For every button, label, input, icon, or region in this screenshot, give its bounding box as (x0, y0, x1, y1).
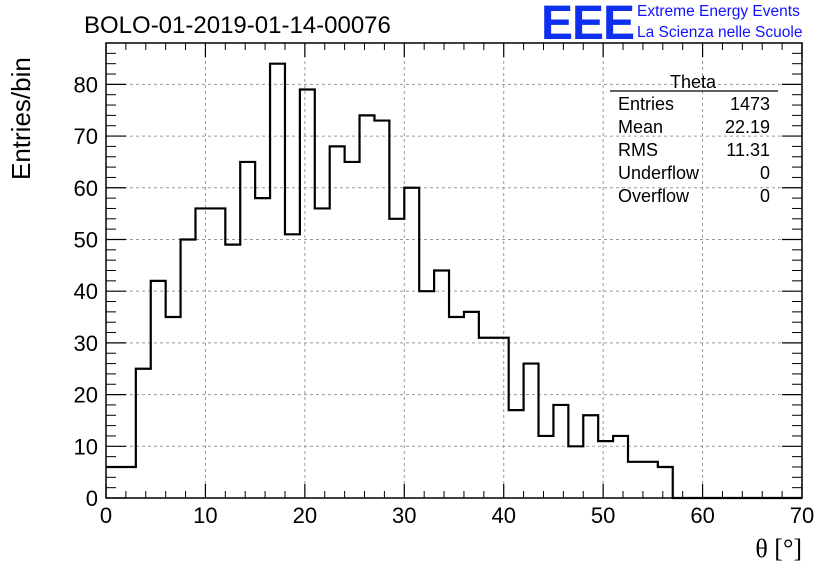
x-axis-label: θ [°] (755, 534, 802, 563)
x-tick-label: 0 (100, 503, 112, 528)
histogram-bin (360, 115, 375, 498)
histogram-bin (255, 198, 270, 498)
histogram-bin (270, 64, 285, 498)
y-tick-label: 60 (74, 176, 98, 201)
histogram-bin (464, 312, 479, 498)
histogram-bin (136, 369, 151, 498)
x-tick-label: 30 (392, 503, 416, 528)
histogram-bin (151, 281, 166, 498)
histogram-bin (389, 219, 404, 498)
y-tick-label: 80 (74, 72, 98, 97)
y-tick-label: 40 (74, 279, 98, 304)
stats-title: Theta (670, 72, 717, 92)
histogram-bin (598, 441, 613, 498)
x-tick-label: 40 (491, 503, 515, 528)
y-tick-labels: 0 10 20 30 40 50 60 70 80 (74, 72, 98, 511)
x-tick-label: 70 (790, 503, 814, 528)
histogram-bin (568, 446, 583, 498)
histogram-bin (195, 208, 210, 498)
histogram-bin (643, 462, 658, 498)
histogram-bin (434, 271, 449, 499)
y-tick-label: 0 (86, 486, 98, 511)
histogram-bin (300, 90, 315, 498)
histogram-bin (240, 162, 255, 498)
stats-row-label: Mean (618, 117, 663, 137)
y-tick-label: 10 (74, 434, 98, 459)
histogram-outline (106, 62, 802, 500)
histogram-bin (479, 338, 494, 498)
x-tick-label: 60 (690, 503, 714, 528)
histogram-bin (225, 245, 240, 498)
y-tick-label: 70 (74, 124, 98, 149)
y-axis-label: Entries/bin (6, 57, 36, 180)
histogram-bins (106, 62, 802, 500)
y-tick-label: 30 (74, 331, 98, 356)
stats-row-label: Entries (618, 94, 674, 114)
eee-logo: EEE (541, 0, 635, 50)
histogram-bin (210, 208, 225, 498)
stats-row-value: 22.19 (725, 117, 770, 137)
histogram-bin (658, 467, 673, 498)
x-tick-label: 10 (193, 503, 217, 528)
histogram-bin (628, 462, 643, 498)
histogram-bin (374, 121, 389, 498)
histogram-bin (106, 467, 121, 498)
histogram-bin (285, 234, 300, 498)
histogram-bin (553, 405, 568, 498)
histogram-bin (330, 146, 345, 498)
histogram-bin (181, 239, 196, 498)
y-tick-label: 20 (74, 383, 98, 408)
eee-subtitle-line2: La Scienza nelle Scuole (637, 24, 803, 41)
stats-row-label: Overflow (618, 186, 690, 206)
eee-subtitle-line1: Extreme Energy Events (637, 3, 800, 20)
stats-row-value: 1473 (730, 94, 770, 114)
chart-title: BOLO-01-2019-01-14-00076 (84, 12, 391, 39)
plot-frame (105, 42, 803, 499)
histogram-bin (509, 410, 524, 498)
histogram-bin (449, 317, 464, 498)
grid-lines (106, 43, 802, 498)
stats-row-value: 0 (760, 186, 770, 206)
histogram-bin (345, 162, 360, 498)
histogram-bin (121, 467, 136, 498)
stats-row-label: Underflow (618, 163, 700, 183)
stats-row-value: 0 (760, 163, 770, 183)
histogram-bin (315, 208, 330, 498)
axis-ticks (105, 42, 803, 499)
x-tick-label: 20 (293, 503, 317, 528)
stats-box: Theta Entries 1473 Mean 22.19 RMS 11.31 Underf… (610, 72, 778, 206)
stats-row-label: RMS (618, 140, 658, 160)
y-tick-label: 50 (74, 227, 98, 252)
histogram-bin (524, 364, 539, 498)
histogram-bin (494, 338, 509, 498)
histogram-bin (539, 436, 554, 498)
stats-row-value: 11.31 (726, 140, 770, 160)
x-tick-label: 50 (591, 503, 615, 528)
histogram-bin (613, 436, 628, 498)
histogram-bin (166, 317, 181, 498)
x-tick-labels: 0 10 20 30 40 50 60 70 (100, 503, 814, 528)
histogram-bin (583, 415, 598, 498)
